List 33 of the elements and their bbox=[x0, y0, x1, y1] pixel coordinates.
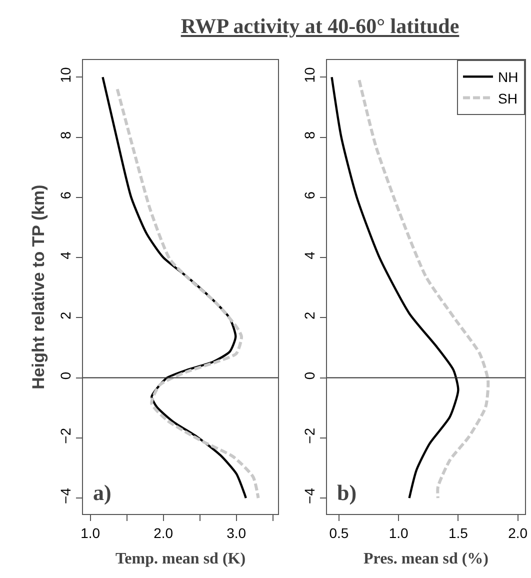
y-tick-label: 8 bbox=[57, 131, 74, 140]
y-tick-label: 0 bbox=[301, 372, 318, 380]
y-tick-label: 2 bbox=[57, 311, 74, 320]
y-tick-label: −2 bbox=[301, 428, 318, 444]
line-series bbox=[358, 78, 490, 500]
legend-label: SH bbox=[498, 90, 518, 106]
y-tick-label: 10 bbox=[57, 67, 74, 83]
line-series bbox=[116, 88, 260, 500]
y-tick-label: −4 bbox=[57, 488, 74, 504]
x-axis-title: Temp. mean sd (K) bbox=[115, 550, 246, 568]
legend-label: NH bbox=[498, 69, 518, 86]
y-tick-label: −4 bbox=[301, 488, 318, 504]
y-tick-label: −2 bbox=[57, 428, 74, 444]
y-tick-label: 6 bbox=[301, 191, 318, 200]
x-tick-label: 1.0 bbox=[80, 524, 100, 541]
annotation: b) bbox=[337, 480, 357, 505]
y-tick-label: 0 bbox=[57, 372, 74, 380]
x-tick-label: 0.5 bbox=[329, 524, 349, 541]
y-tick-label: 10 bbox=[301, 67, 318, 83]
y-tick-label: 6 bbox=[57, 191, 74, 200]
y-tick-label: 4 bbox=[301, 251, 318, 260]
x-tick-label: 1.5 bbox=[448, 524, 468, 541]
annotation: a) bbox=[93, 480, 112, 505]
y-axis-title: Height relative to TP (km) bbox=[28, 184, 48, 390]
x-tick-label: 1.0 bbox=[388, 524, 409, 541]
y-tick-label: 8 bbox=[301, 131, 318, 140]
chart-title: RWP activity at 40-60° latitude bbox=[180, 14, 460, 39]
x-tick-label: 2.0 bbox=[508, 524, 528, 541]
x-axis-title: Pres. mean sd (%) bbox=[363, 550, 489, 568]
y-tick-label: 2 bbox=[301, 311, 318, 320]
x-tick-label: 2.0 bbox=[154, 524, 174, 541]
x-tick-label: 3.0 bbox=[226, 524, 246, 541]
y-tick-label: 4 bbox=[57, 251, 74, 260]
